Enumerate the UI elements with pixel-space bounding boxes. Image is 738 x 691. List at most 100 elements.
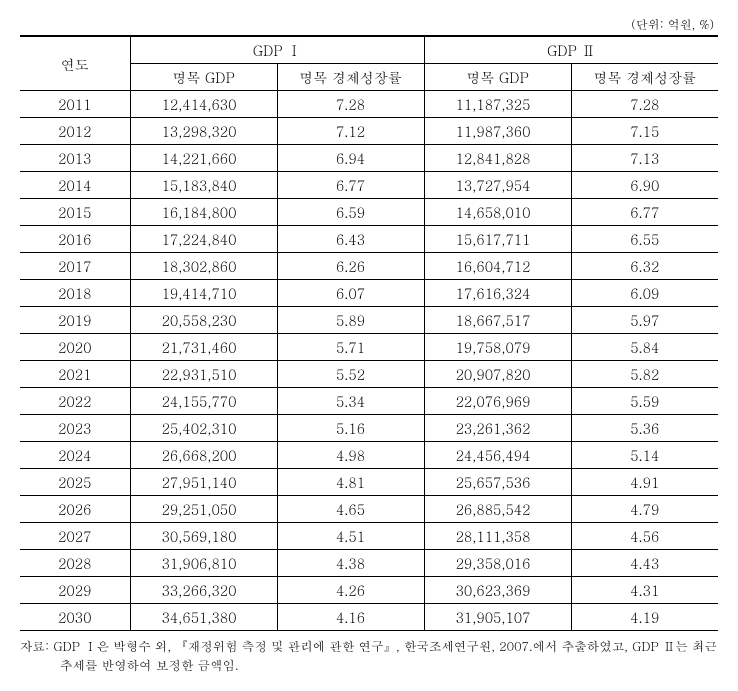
cell-g2-rate: 4.91 xyxy=(571,469,718,496)
cell-year: 2029 xyxy=(20,577,130,604)
cell-year: 2023 xyxy=(20,415,130,442)
cell-g1-rate: 6.43 xyxy=(277,226,424,253)
cell-g1-gdp: 12,414,630 xyxy=(130,91,277,118)
table-row: 202122,931,5105.5220,907,8205.82 xyxy=(20,361,718,388)
cell-g1-rate: 4.26 xyxy=(277,577,424,604)
cell-g2-gdp: 11,187,325 xyxy=(424,91,571,118)
cell-g1-rate: 6.94 xyxy=(277,145,424,172)
cell-year: 2024 xyxy=(20,442,130,469)
cell-g1-gdp: 26,668,200 xyxy=(130,442,277,469)
cell-g2-rate: 4.31 xyxy=(571,577,718,604)
cell-g2-rate: 6.55 xyxy=(571,226,718,253)
cell-year: 2017 xyxy=(20,253,130,280)
cell-g2-gdp: 20,907,820 xyxy=(424,361,571,388)
table-row: 201112,414,6307.2811,187,3257.28 xyxy=(20,91,718,118)
header-g1-gdp: 명목 GDP xyxy=(130,64,277,91)
cell-g2-rate: 5.82 xyxy=(571,361,718,388)
cell-g1-gdp: 18,302,860 xyxy=(130,253,277,280)
cell-g2-rate: 4.56 xyxy=(571,523,718,550)
cell-g1-gdp: 13,298,320 xyxy=(130,118,277,145)
cell-g2-gdp: 23,261,362 xyxy=(424,415,571,442)
cell-year: 2012 xyxy=(20,118,130,145)
table-row: 202831,906,8104.3829,358,0164.43 xyxy=(20,550,718,577)
cell-year: 2011 xyxy=(20,91,130,118)
cell-g1-rate: 4.16 xyxy=(277,604,424,631)
cell-year: 2025 xyxy=(20,469,130,496)
cell-g2-gdp: 15,617,711 xyxy=(424,226,571,253)
cell-g2-gdp: 28,111,358 xyxy=(424,523,571,550)
header-g2-gdp: 명목 GDP xyxy=(424,64,571,91)
cell-g2-gdp: 19,758,079 xyxy=(424,334,571,361)
cell-g1-gdp: 17,224,840 xyxy=(130,226,277,253)
cell-year: 2030 xyxy=(20,604,130,631)
cell-g2-rate: 5.59 xyxy=(571,388,718,415)
table-row: 201213,298,3207.1211,987,3607.15 xyxy=(20,118,718,145)
cell-g1-gdp: 30,569,180 xyxy=(130,523,277,550)
table-row: 201314,221,6606.9412,841,8287.13 xyxy=(20,145,718,172)
cell-year: 2016 xyxy=(20,226,130,253)
cell-g2-gdp: 18,667,517 xyxy=(424,307,571,334)
cell-year: 2021 xyxy=(20,361,130,388)
cell-g1-gdp: 20,558,230 xyxy=(130,307,277,334)
cell-year: 2027 xyxy=(20,523,130,550)
cell-g2-gdp: 31,905,107 xyxy=(424,604,571,631)
cell-g1-gdp: 19,414,710 xyxy=(130,280,277,307)
cell-g1-gdp: 24,155,770 xyxy=(130,388,277,415)
cell-g1-rate: 6.07 xyxy=(277,280,424,307)
cell-year: 2022 xyxy=(20,388,130,415)
table-body: 201112,414,6307.2811,187,3257.28201213,2… xyxy=(20,91,718,631)
cell-g1-gdp: 22,931,510 xyxy=(130,361,277,388)
cell-g1-rate: 5.34 xyxy=(277,388,424,415)
cell-g2-rate: 5.84 xyxy=(571,334,718,361)
cell-g1-gdp: 14,221,660 xyxy=(130,145,277,172)
header-group2: GDP Ⅱ xyxy=(424,36,718,64)
table-row: 201718,302,8606.2616,604,7126.32 xyxy=(20,253,718,280)
cell-g1-gdp: 15,183,840 xyxy=(130,172,277,199)
cell-g2-gdp: 12,841,828 xyxy=(424,145,571,172)
cell-g1-rate: 6.26 xyxy=(277,253,424,280)
cell-g2-gdp: 14,658,010 xyxy=(424,199,571,226)
header-g2-rate: 명목 경제성장률 xyxy=(571,64,718,91)
table-row: 202629,251,0504.6526,885,5424.79 xyxy=(20,496,718,523)
table-row: 201920,558,2305.8918,667,5175.97 xyxy=(20,307,718,334)
header-group1: GDP Ⅰ xyxy=(130,36,424,64)
cell-g1-gdp: 27,951,140 xyxy=(130,469,277,496)
cell-g2-rate: 6.09 xyxy=(571,280,718,307)
gdp-table: 연도 GDP Ⅰ GDP Ⅱ 명목 GDP 명목 경제성장률 명목 GDP 명목… xyxy=(20,35,718,631)
cell-g1-rate: 4.98 xyxy=(277,442,424,469)
footnote: 자료: GDP Ⅰ은 박형수 외, 『재정위험 측정 및 관리에 관한 연구』,… xyxy=(20,637,718,675)
cell-year: 2018 xyxy=(20,280,130,307)
cell-g1-rate: 4.51 xyxy=(277,523,424,550)
header-year: 연도 xyxy=(20,36,130,91)
cell-g2-gdp: 30,623,369 xyxy=(424,577,571,604)
cell-g1-gdp: 34,651,380 xyxy=(130,604,277,631)
cell-g2-rate: 5.36 xyxy=(571,415,718,442)
cell-g2-gdp: 29,358,016 xyxy=(424,550,571,577)
cell-g2-gdp: 13,727,954 xyxy=(424,172,571,199)
cell-g2-rate: 5.14 xyxy=(571,442,718,469)
cell-g2-rate: 4.43 xyxy=(571,550,718,577)
cell-year: 2013 xyxy=(20,145,130,172)
cell-g2-gdp: 22,076,969 xyxy=(424,388,571,415)
cell-g1-gdp: 25,402,310 xyxy=(130,415,277,442)
cell-g2-gdp: 16,604,712 xyxy=(424,253,571,280)
cell-g1-rate: 6.77 xyxy=(277,172,424,199)
table-row: 201415,183,8406.7713,727,9546.90 xyxy=(20,172,718,199)
cell-g1-rate: 7.12 xyxy=(277,118,424,145)
cell-g2-rate: 7.13 xyxy=(571,145,718,172)
cell-g1-gdp: 29,251,050 xyxy=(130,496,277,523)
table-row: 202426,668,2004.9824,456,4945.14 xyxy=(20,442,718,469)
cell-g2-rate: 5.97 xyxy=(571,307,718,334)
cell-year: 2014 xyxy=(20,172,130,199)
cell-g1-rate: 5.71 xyxy=(277,334,424,361)
cell-g2-rate: 4.19 xyxy=(571,604,718,631)
cell-g2-rate: 7.28 xyxy=(571,91,718,118)
table-row: 201516,184,8006.5914,658,0106.77 xyxy=(20,199,718,226)
cell-year: 2015 xyxy=(20,199,130,226)
cell-g1-gdp: 31,906,810 xyxy=(130,550,277,577)
header-g1-rate: 명목 경제성장률 xyxy=(277,64,424,91)
cell-g1-gdp: 16,184,800 xyxy=(130,199,277,226)
table-row: 203034,651,3804.1631,905,1074.19 xyxy=(20,604,718,631)
cell-g1-rate: 4.65 xyxy=(277,496,424,523)
table-row: 202021,731,4605.7119,758,0795.84 xyxy=(20,334,718,361)
